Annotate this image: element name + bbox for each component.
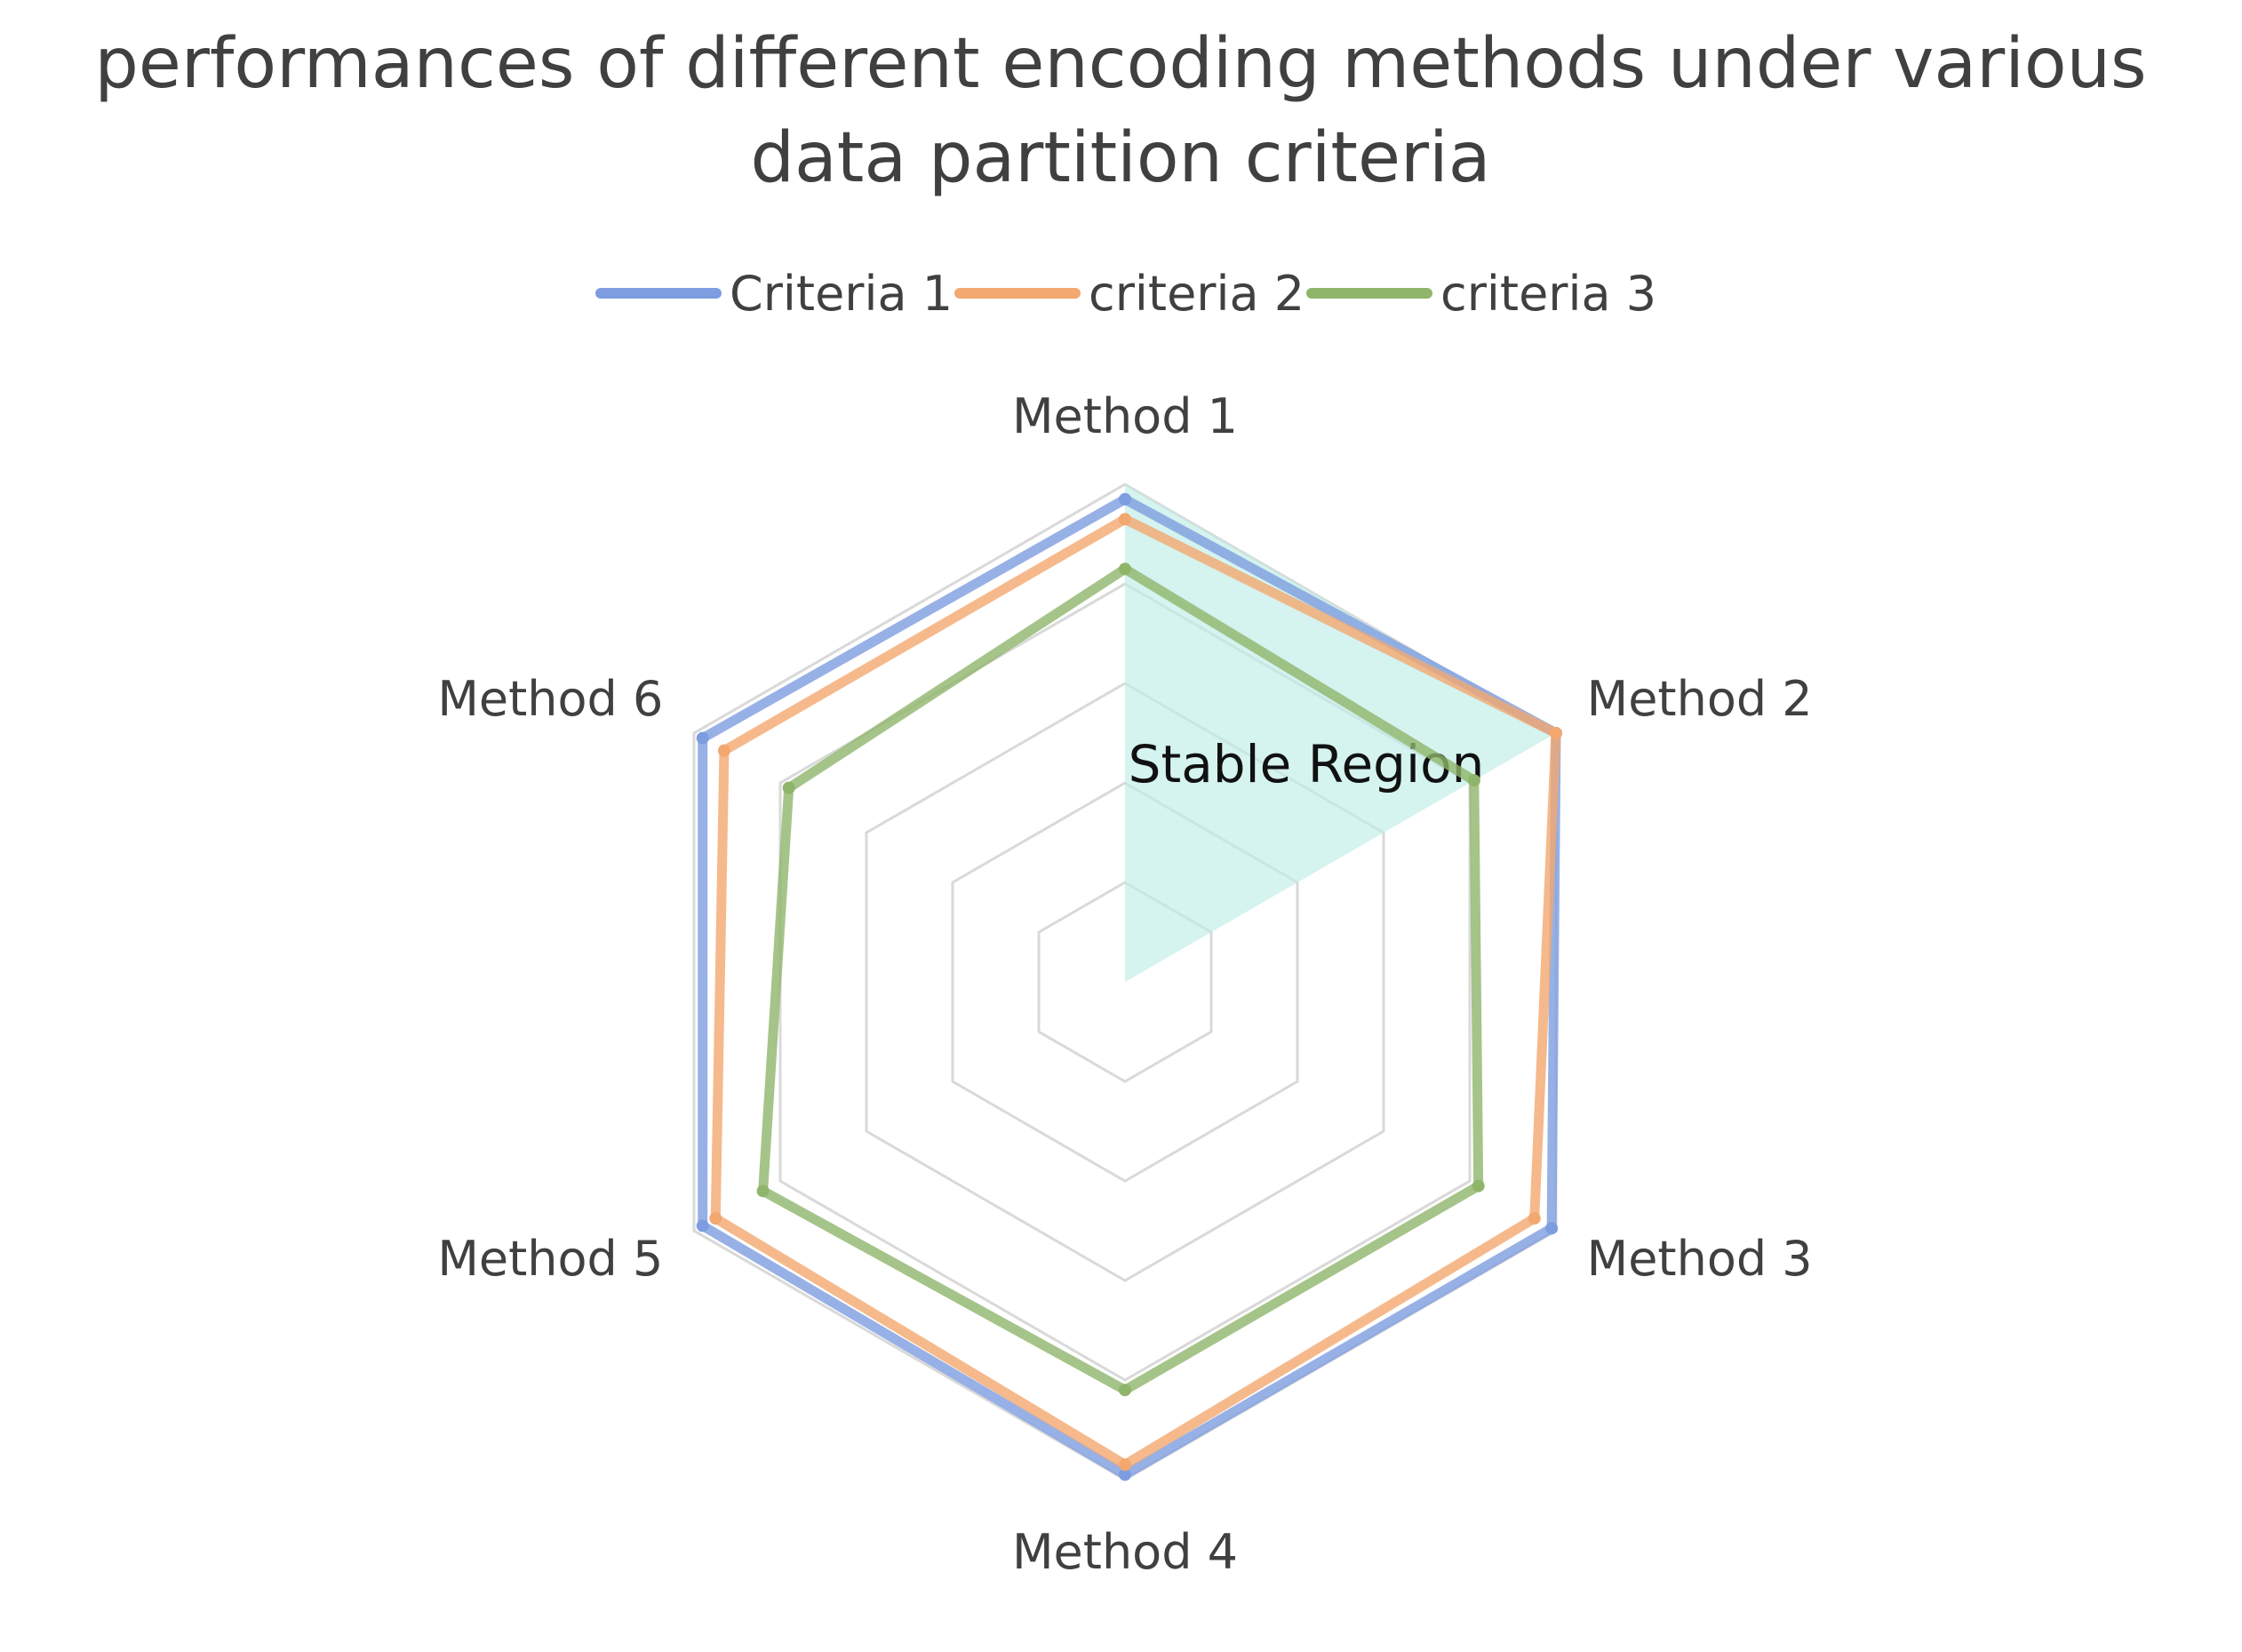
data-point-criteria-1-method-6	[696, 731, 709, 745]
category-label-method-4: Method 4	[1012, 1524, 1238, 1580]
legend-label-criteria-3: criteria 3	[1440, 266, 1656, 322]
category-label-method-3: Method 3	[1587, 1231, 1813, 1287]
stable-region-annotation: Stable Region	[1125, 484, 1556, 982]
data-point-criteria-3-method-3	[1472, 1179, 1485, 1193]
data-point-criteria-2-method-3	[1528, 1212, 1541, 1225]
chart-title-line-1: performances of different encoding metho…	[94, 24, 2146, 104]
series-criteria-3	[756, 563, 1485, 1397]
data-point-criteria-2-method-2	[1549, 727, 1562, 739]
legend-item-criteria-2: criteria 2	[954, 266, 1305, 322]
data-point-criteria-3-method-1	[1119, 563, 1131, 576]
category-label-method-2: Method 2	[1587, 671, 1813, 727]
data-point-criteria-3-method-2	[1467, 774, 1480, 787]
data-point-criteria-2-method-6	[717, 744, 730, 757]
grid-ring-1	[1037, 881, 1213, 1083]
category-label-method-5: Method 5	[437, 1231, 663, 1287]
data-point-criteria-1-method-4	[1119, 1468, 1131, 1481]
legend-item-criteria-1: Criteria 1	[595, 266, 953, 322]
chart-title: performances of different encoding metho…	[94, 24, 2146, 198]
data-point-criteria-2-method-1	[1119, 513, 1131, 526]
stable-region-label: Stable Region	[1129, 734, 1485, 794]
grid-ring-2	[951, 781, 1299, 1183]
chart-title-line-2: data partition criteria	[750, 118, 1490, 198]
category-labels: Method 1 Method 2 Method 3 Method 4 Method 5…	[437, 388, 1812, 1580]
data-point-criteria-3-method-4	[1119, 1384, 1131, 1397]
legend-label-criteria-1: Criteria 1	[730, 266, 953, 322]
series-criteria-2	[709, 513, 1562, 1472]
data-point-criteria-1-method-3	[1545, 1222, 1559, 1235]
data-point-criteria-2-method-4	[1119, 1458, 1131, 1472]
category-label-method-1: Method 1	[1012, 388, 1238, 444]
legend: Criteria 1 criteria 2 criteria 3	[595, 266, 1656, 322]
data-point-criteria-1-method-5	[696, 1219, 709, 1233]
category-label-method-6: Method 6	[437, 671, 663, 727]
data-point-criteria-2-method-5	[709, 1212, 722, 1225]
legend-label-criteria-2: criteria 2	[1089, 266, 1305, 322]
data-point-criteria-1-method-1	[1119, 492, 1131, 506]
legend-item-criteria-3: criteria 3	[1306, 266, 1656, 322]
data-point-criteria-3-method-5	[756, 1185, 770, 1198]
series-lines	[696, 492, 1562, 1481]
data-point-criteria-3-method-6	[782, 781, 795, 794]
stable-region-area	[1125, 484, 1556, 982]
